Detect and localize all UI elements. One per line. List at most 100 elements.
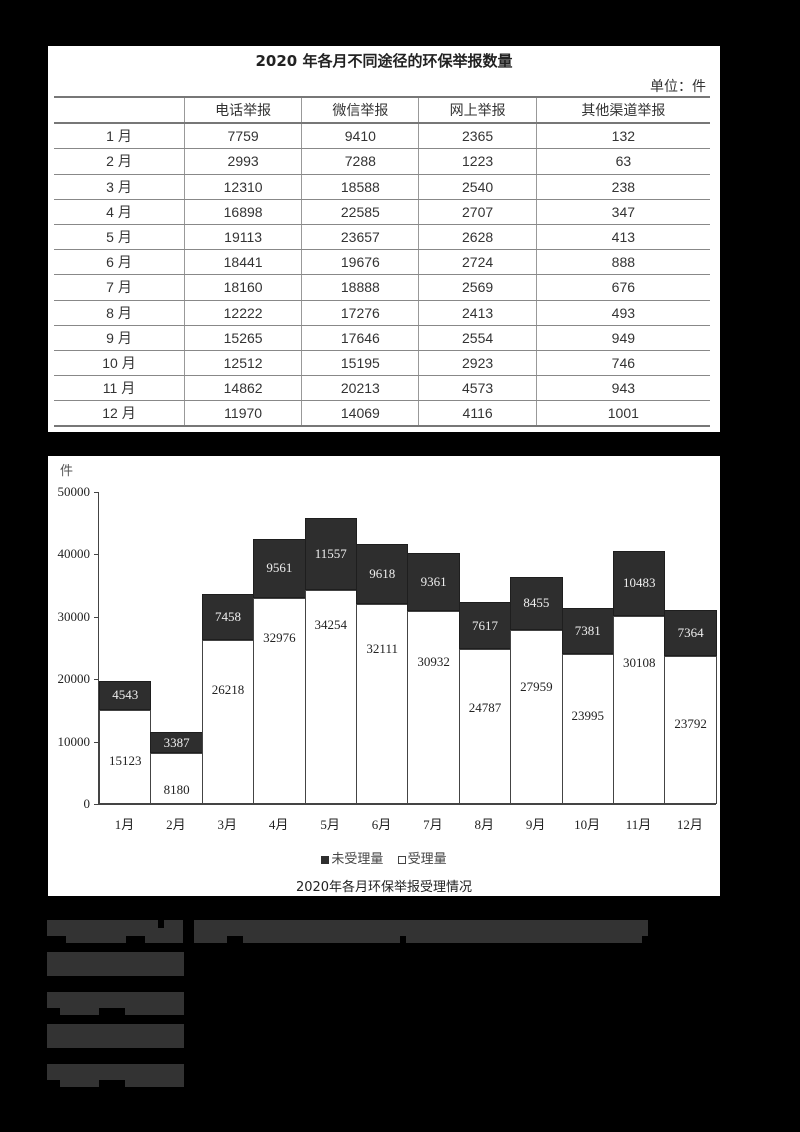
table-cell: 19113 [183,224,302,251]
legend-item-accepted: 受理量 [397,852,447,867]
bar-accepted: 23995 [561,654,614,804]
x-axis [98,804,716,805]
row-label: 5 月 [54,224,185,251]
table-cell: 2540 [418,174,537,200]
table-row: 3 月 12310 18588 2540 238 [54,174,710,200]
bar-value-label: 32976 [263,630,296,646]
table-cell: 12222 [183,300,302,326]
redacted-option-a [47,952,184,976]
redacted-option-b [125,1007,184,1015]
bar-value-label: 7364 [677,624,704,640]
row-label: 8 月 [54,300,185,326]
table-row: 2 月 2993 7288 1223 63 [54,148,710,175]
redacted-text-block [145,928,183,943]
table-cell: 16898 [183,199,302,225]
redacted-text-block [164,920,183,930]
x-tick-label: 6月 [371,817,392,832]
bar-unaccepted: 7364 [664,609,717,656]
column-header [54,95,185,125]
x-tick-label: 11月 [625,817,652,832]
bar-value-label: 23792 [674,715,707,731]
bar-value-label: 8180 [163,782,190,798]
bar-value-label: 9618 [369,565,396,581]
table-row: 8 月 12222 17276 2413 493 [54,300,710,326]
y-tick-label: 10000 [57,733,91,749]
y-tick-mark [94,616,99,618]
table-cell: 11970 [183,400,302,428]
legend-item-unaccepted: 未受理量 [321,852,383,867]
legend: 未受理量 受理量 [48,848,720,867]
table-cell: 18888 [301,274,419,301]
bar-accepted: 8180 [150,752,203,804]
bar-unaccepted: 10483 [613,550,666,617]
x-tick-label: 4月 [268,817,289,832]
table-cell: 2569 [418,274,537,301]
table-cell: 14862 [183,375,302,402]
y-axis-unit: 件 [60,464,74,479]
y-tick-label: 50000 [57,484,91,499]
bar-accepted: 23792 [664,655,717,804]
chart-panel: 件 0 10000 20000 30000 40000 50000 15123 4543 1月… [48,456,720,896]
table-cell: 23657 [301,224,419,251]
bar-accepted: 27959 [510,629,563,804]
x-tick-label: 2月 [166,817,186,832]
bar-accepted: 30108 [613,616,666,804]
table-cell: 2993 [183,148,302,175]
bar-unaccepted: 9561 [253,538,306,599]
column-header: 其他渠道举报 [535,95,710,125]
bar-value-label: 9561 [266,560,293,576]
table-cell: 888 [535,249,710,276]
report-table-panel: 2020 年各月不同途径的环保举报数量 单位：件 电话举报 微信举报 网上举报 … [48,46,720,432]
bar-value-label: 23995 [571,707,605,723]
redacted-option-d [125,1079,184,1087]
redacted-text-block [194,935,227,943]
table-title: 2020 年各月不同途径的环保举报数量 [255,52,513,70]
table-cell: 9410 [301,123,419,150]
bar-value-label: 3387 [163,734,190,750]
table-cell: 347 [535,199,710,225]
table-cell: 7288 [301,148,419,175]
bar-value-label: 30108 [622,654,656,670]
redacted-text-block [194,920,648,936]
table-cell: 949 [535,325,710,351]
redacted-option-c [47,1024,184,1048]
bar-unaccepted: 9361 [407,552,460,611]
table-cell: 2365 [418,123,537,150]
table-cell: 15195 [301,350,419,377]
table-cell: 413 [535,224,710,251]
bar-unaccepted: 4543 [99,681,152,710]
bar-value-label: 9361 [420,573,447,589]
legend-swatch-white [397,855,406,864]
bar-accepted: 32111 [356,603,409,804]
column-header: 网上举报 [418,95,537,125]
table-cell: 1223 [418,148,537,175]
table-header-row: 电话举报 微信举报 网上举报 其他渠道举报 [54,95,710,125]
bar-value-label: 7381 [574,623,601,639]
bar-unaccepted: 7381 [561,608,614,655]
bar-unaccepted: 8455 [510,576,563,630]
bar-accepted: 32976 [253,598,306,804]
bar-accepted: 24787 [458,649,512,804]
bar-unaccepted: 7617 [458,601,512,650]
x-tick-label: 8月 [474,817,495,832]
bar-value-label: 34254 [314,616,348,632]
y-tick-mark [94,679,99,681]
report-table: 电话举报 微信举报 网上举报 其他渠道举报 1 月 7759 9410 2365 132… [54,95,710,428]
column-header: 电话举报 [183,95,302,125]
bar-value-label: 27959 [520,679,553,695]
table-row: 6 月 18441 19676 2724 888 [54,249,710,276]
table-cell: 63 [535,148,710,175]
x-tick-label: 7月 [423,817,443,832]
bar-accepted: 30932 [407,610,460,804]
table-cell: 14069 [301,400,419,428]
bar-value-label: 7617 [471,617,498,633]
bar-accepted: 34254 [304,590,357,804]
table-row: 7 月 18160 18888 2569 676 [54,274,710,301]
y-tick-label: 40000 [57,546,91,562]
x-tick-label: 9月 [525,817,546,832]
table-cell: 2628 [418,224,537,251]
table-cell: 2554 [418,325,537,351]
row-label: 6 月 [54,249,185,276]
x-tick-label: 10月 [574,817,601,832]
y-tick-mark [94,804,99,805]
